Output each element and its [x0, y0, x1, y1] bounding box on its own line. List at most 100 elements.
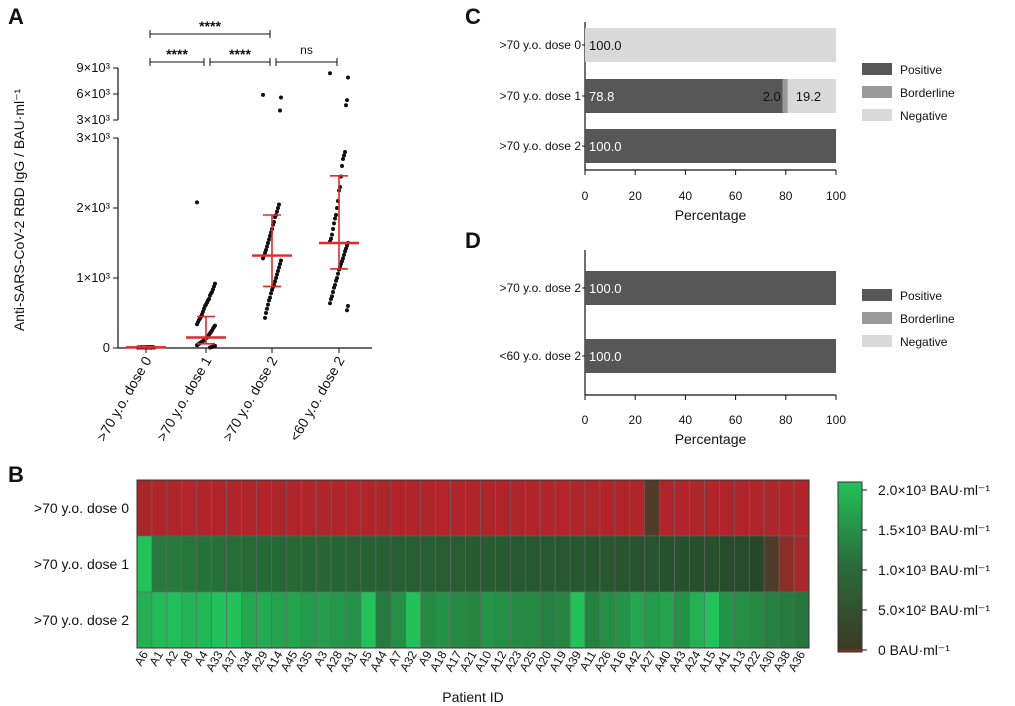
- x-tick-label: >70 y.o. dose 2: [219, 353, 281, 444]
- data-point: [265, 244, 269, 249]
- category-label: >70 y.o. dose 0: [499, 38, 581, 52]
- data-point: [334, 278, 338, 283]
- data-point: [195, 322, 199, 327]
- heatmap-cell: [136, 591, 153, 649]
- heatmap-cell: [450, 591, 466, 649]
- heatmap-cell: [614, 591, 631, 649]
- data-point: [343, 150, 347, 154]
- data-point: [273, 279, 277, 284]
- data-point: [269, 291, 273, 296]
- data-point: [270, 287, 274, 292]
- heatmap-cell: [614, 535, 631, 593]
- bar-segment-positive: [585, 79, 783, 113]
- panel-letter-c: C: [465, 4, 481, 29]
- x-tick-label: 40: [679, 189, 693, 203]
- data-point: [277, 202, 281, 207]
- data-point: [330, 232, 334, 237]
- data-point: [208, 293, 212, 298]
- heatmap-cell: [345, 591, 362, 649]
- legend-swatch-negative: [862, 335, 892, 347]
- column-label: A36: [785, 648, 808, 674]
- y-tick-label: 2×10³: [76, 200, 110, 215]
- heatmap-cell: [599, 591, 616, 649]
- significance-label: ****: [166, 46, 188, 62]
- column-label: A9: [415, 648, 435, 668]
- data-point: [334, 213, 338, 217]
- heatmap-cell: [286, 591, 302, 649]
- heatmap-cell: [734, 591, 750, 649]
- data-point: [331, 227, 335, 231]
- heatmap-cell: [465, 535, 481, 593]
- panel-letter-b: B: [8, 462, 24, 487]
- data-point: [195, 200, 199, 205]
- y-tick-label: 9×10³: [76, 60, 110, 75]
- x-tick-label: 20: [629, 413, 643, 427]
- heatmap-cell: [659, 535, 675, 593]
- heatmap-cell: [719, 591, 735, 649]
- heatmap-cell: [524, 591, 541, 649]
- colorbar-tick-label: 1.0×10³ BAU·ml⁻¹: [878, 562, 990, 578]
- colorbar-tick-label: 1.5×10³ BAU·ml⁻¹: [878, 522, 990, 538]
- heatmap-cell: [151, 479, 168, 537]
- bar-segment-positive: [585, 271, 836, 305]
- data-label: 100.0: [589, 349, 622, 364]
- heatmap-cell: [763, 535, 780, 593]
- heatmap-cell: [450, 479, 466, 537]
- data-point: [332, 285, 336, 290]
- legend-label: Negative: [900, 335, 948, 349]
- heatmap-cell: [136, 535, 153, 593]
- heatmap-cell: [644, 591, 660, 649]
- legend-label: Borderline: [900, 86, 955, 100]
- significance-label: ****: [199, 18, 221, 34]
- x-tick-label: 20: [629, 189, 643, 203]
- data-point: [268, 234, 272, 238]
- data-label: 2.0: [763, 89, 781, 104]
- heatmap-cell: [405, 535, 422, 593]
- data-point: [343, 249, 347, 254]
- heatmap-cell: [569, 591, 586, 649]
- data-point: [208, 345, 212, 350]
- data-point: [273, 215, 277, 220]
- heatmap-cell: [778, 535, 795, 593]
- data-point: [263, 315, 267, 320]
- heatmap-cell: [226, 535, 242, 593]
- heatmap-cell: [390, 591, 407, 649]
- heatmap-cell: [211, 535, 227, 593]
- data-point: [341, 157, 345, 161]
- heatmap-cell: [300, 591, 317, 649]
- heatmap-cell: [166, 479, 183, 537]
- heatmap-cell: [510, 535, 526, 593]
- category-label: >70 y.o. dose 2: [499, 139, 581, 153]
- data-label: 100.0: [589, 281, 622, 296]
- x-tick-label: 80: [779, 189, 793, 203]
- heatmap-cell: [241, 591, 257, 649]
- data-point: [277, 265, 281, 270]
- panel-a-scatter: 0 1×10³ 2×10³ 3×10³ 3×10³ 6×10³ 9×10³ Anti-SARS…: [11, 18, 372, 444]
- heatmap-cell: [793, 535, 810, 593]
- data-point: [342, 153, 346, 158]
- heatmap-cell: [226, 591, 242, 649]
- heatmap-cell: [390, 535, 407, 593]
- heatmap-cell: [569, 479, 586, 537]
- column-label: A3: [311, 648, 331, 668]
- heatmap-cell: [256, 479, 272, 537]
- heatmap-cell: [554, 591, 571, 649]
- data-point: [346, 75, 350, 80]
- x-axis-label: Percentage: [675, 431, 747, 447]
- heatmap-cell: [719, 479, 735, 537]
- heatmap-cell: [315, 591, 332, 649]
- heatmap-cell: [629, 535, 646, 593]
- heatmap-cell: [181, 479, 198, 537]
- data-point: [278, 108, 282, 113]
- heatmap-cell: [136, 479, 153, 537]
- heatmap-cell: [480, 535, 496, 593]
- heatmap-cell: [644, 535, 660, 593]
- data-point: [328, 71, 332, 76]
- heatmap-cell: [599, 479, 616, 537]
- colorbar-tick-label: 5.0×10² BAU·ml⁻¹: [878, 602, 990, 618]
- category-label: >70 y.o. dose 2: [499, 281, 581, 295]
- heatmap-cell: [584, 535, 601, 593]
- heatmap-cell: [659, 479, 675, 537]
- heatmap-cell: [734, 535, 750, 593]
- heatmap-cell: [271, 479, 287, 537]
